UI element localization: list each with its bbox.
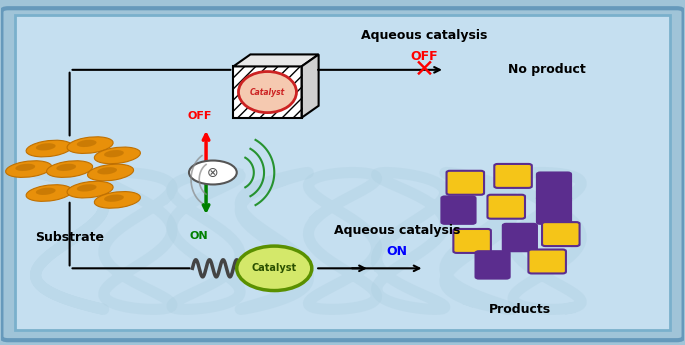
Ellipse shape [26, 185, 72, 201]
Text: Catalyst: Catalyst [250, 88, 285, 97]
Ellipse shape [15, 164, 35, 171]
Text: Aqueous catalysis: Aqueous catalysis [361, 29, 488, 42]
Ellipse shape [238, 71, 297, 112]
Ellipse shape [237, 246, 312, 290]
Text: OFF: OFF [410, 50, 438, 63]
FancyBboxPatch shape [503, 224, 537, 251]
Ellipse shape [36, 188, 55, 195]
Text: No product: No product [508, 63, 586, 76]
Ellipse shape [97, 167, 117, 175]
Ellipse shape [5, 161, 52, 177]
Ellipse shape [104, 195, 124, 202]
Text: Products: Products [489, 303, 551, 316]
Polygon shape [15, 15, 670, 330]
Ellipse shape [67, 137, 113, 154]
Text: OFF: OFF [187, 111, 212, 121]
Ellipse shape [88, 164, 134, 181]
Ellipse shape [36, 143, 55, 150]
FancyBboxPatch shape [528, 249, 566, 274]
FancyBboxPatch shape [441, 196, 475, 224]
Polygon shape [301, 55, 319, 118]
Ellipse shape [77, 140, 97, 147]
Circle shape [189, 160, 237, 185]
FancyBboxPatch shape [234, 66, 301, 118]
Ellipse shape [67, 181, 113, 198]
FancyBboxPatch shape [447, 171, 484, 195]
FancyBboxPatch shape [537, 172, 571, 200]
Text: Catalyst: Catalyst [251, 263, 297, 273]
Text: ON: ON [190, 231, 208, 241]
FancyBboxPatch shape [488, 195, 525, 219]
Ellipse shape [47, 161, 92, 177]
Ellipse shape [26, 140, 72, 157]
Text: ⊗: ⊗ [207, 166, 219, 179]
FancyBboxPatch shape [453, 229, 491, 253]
FancyBboxPatch shape [542, 222, 580, 246]
Ellipse shape [104, 150, 124, 157]
Ellipse shape [56, 164, 76, 171]
Ellipse shape [95, 147, 140, 164]
Polygon shape [234, 55, 319, 66]
Text: Aqueous catalysis: Aqueous catalysis [334, 224, 460, 237]
Ellipse shape [95, 191, 140, 208]
Text: ON: ON [386, 245, 408, 258]
Text: ✕: ✕ [414, 58, 435, 82]
FancyBboxPatch shape [495, 164, 532, 188]
Ellipse shape [77, 184, 97, 191]
FancyBboxPatch shape [537, 196, 571, 224]
Text: Substrate: Substrate [35, 231, 104, 244]
FancyBboxPatch shape [475, 251, 510, 279]
